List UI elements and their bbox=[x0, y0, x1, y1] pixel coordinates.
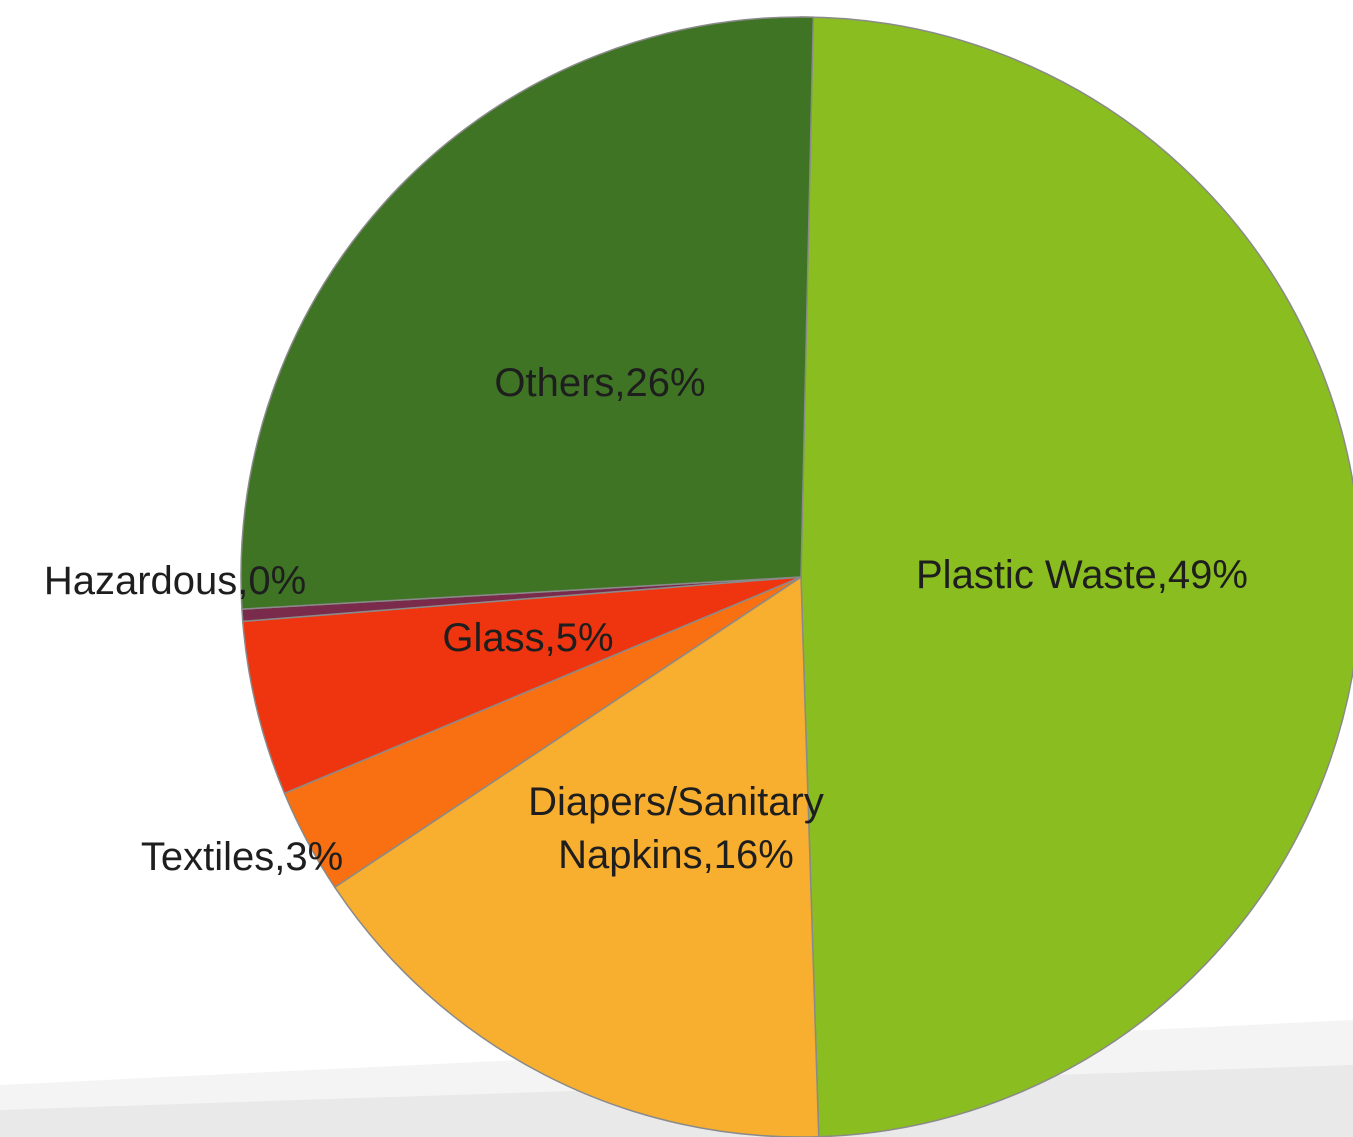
slice-label-others: Others,26% bbox=[494, 361, 705, 405]
slice-label-line: Napkins,16% bbox=[558, 833, 794, 877]
slice-label-textiles: Textiles,3% bbox=[141, 835, 343, 879]
slice-label-hazardous: Hazardous,0% bbox=[44, 559, 306, 603]
pie-labels: Plastic Waste,49% Diapers/Sanitary Napkins… bbox=[44, 361, 1248, 879]
slice-label-plastic-waste: Plastic Waste,49% bbox=[916, 553, 1248, 597]
pie-slice-others bbox=[240, 16, 815, 610]
slice-label-line: Plastic Waste,49% bbox=[916, 553, 1248, 597]
pie-slice-plastic-waste bbox=[800, 16, 1353, 1137]
slice-label-line: Hazardous,0% bbox=[44, 559, 306, 603]
slice-label-line: Diapers/Sanitary bbox=[528, 780, 824, 824]
pie-slice-diapers-sanitary-napkins bbox=[333, 575, 820, 1137]
slice-label-line: Textiles,3% bbox=[141, 835, 343, 879]
pie-slices bbox=[240, 16, 1353, 1137]
slice-label-glass: Glass,5% bbox=[442, 616, 613, 660]
slice-label-line: Others,26% bbox=[494, 361, 705, 405]
pie-slice-glass bbox=[241, 576, 802, 795]
slice-label-diapers-sanitary-napkins: Diapers/Sanitary Napkins,16% bbox=[528, 780, 824, 877]
slice-label-line: Glass,5% bbox=[442, 616, 613, 660]
